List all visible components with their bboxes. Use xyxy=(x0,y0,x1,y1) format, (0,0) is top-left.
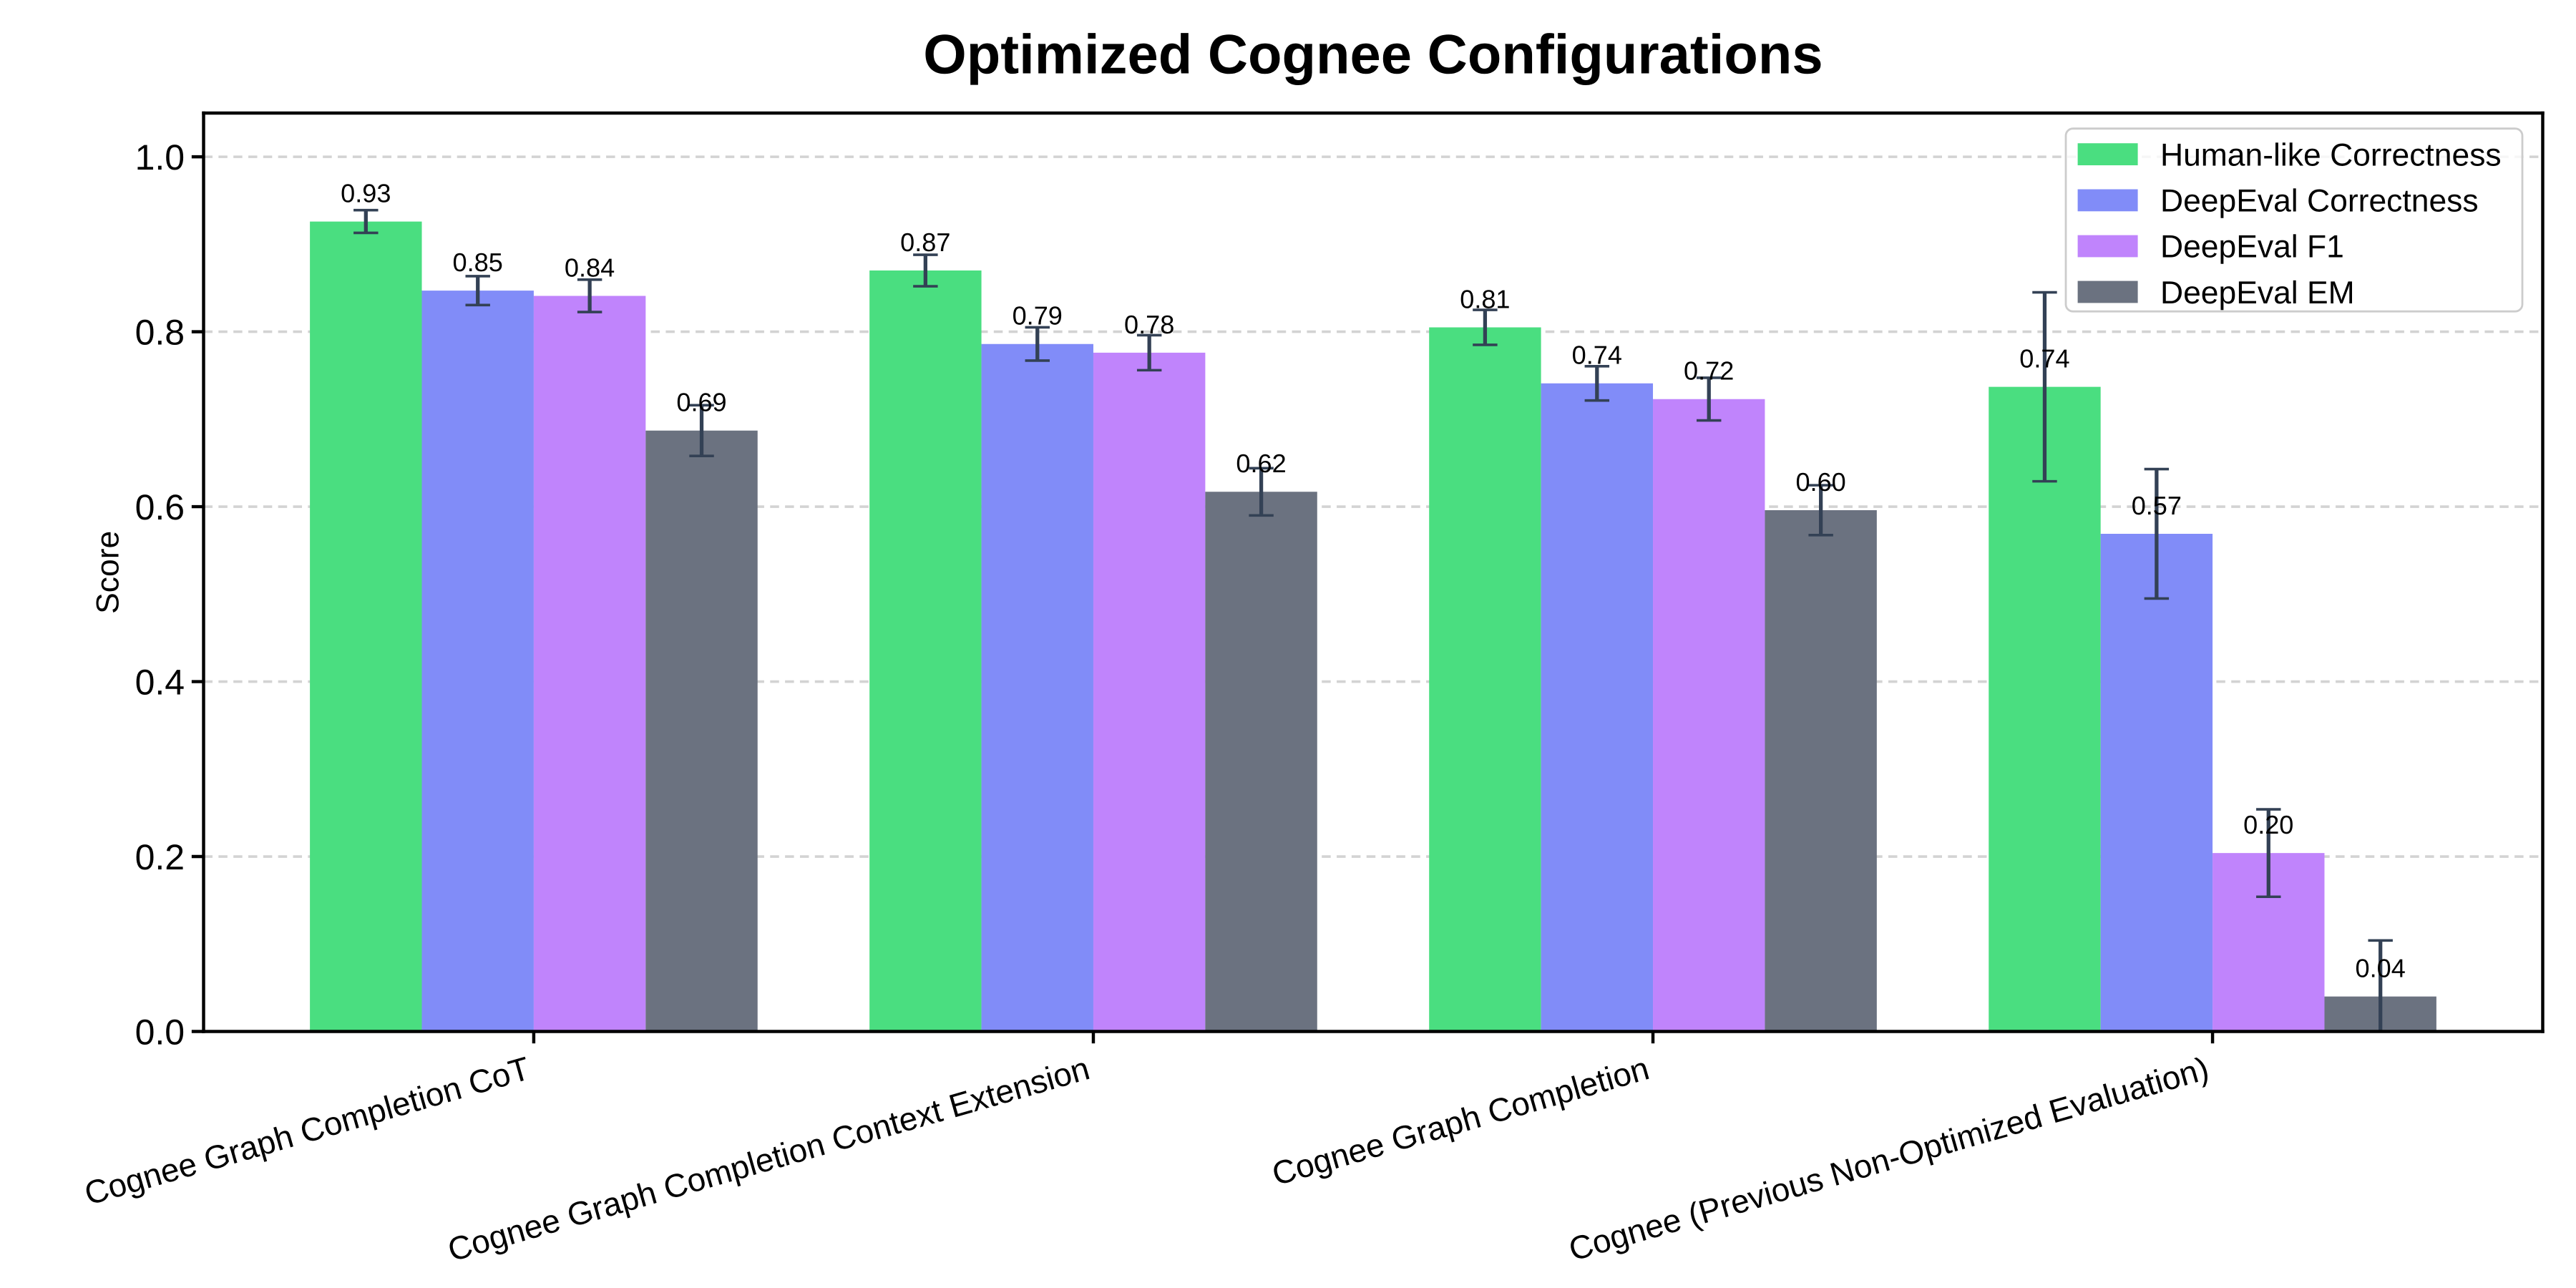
svg-text:0.62: 0.62 xyxy=(1236,449,1286,479)
svg-text:0.85: 0.85 xyxy=(453,248,503,278)
svg-text:0.72: 0.72 xyxy=(1684,356,1734,386)
svg-text:1.0: 1.0 xyxy=(135,138,185,178)
svg-text:DeepEval Correctness: DeepEval Correctness xyxy=(2160,185,2479,219)
svg-text:0.60: 0.60 xyxy=(1795,467,1845,497)
svg-text:0.93: 0.93 xyxy=(341,178,391,208)
svg-text:0.8: 0.8 xyxy=(135,313,185,353)
svg-text:0.87: 0.87 xyxy=(900,228,950,258)
svg-text:0.74: 0.74 xyxy=(2019,343,2069,374)
svg-text:0.79: 0.79 xyxy=(1013,301,1063,331)
svg-text:Score: Score xyxy=(92,530,126,613)
svg-text:0.78: 0.78 xyxy=(1124,310,1174,340)
svg-text:0.04: 0.04 xyxy=(2356,953,2406,983)
svg-text:0.84: 0.84 xyxy=(565,253,615,283)
svg-text:0.81: 0.81 xyxy=(1460,284,1510,314)
svg-text:0.6: 0.6 xyxy=(135,488,185,528)
svg-text:0.4: 0.4 xyxy=(135,663,185,703)
svg-text:0.69: 0.69 xyxy=(676,387,726,417)
svg-text:0.57: 0.57 xyxy=(2132,491,2182,521)
svg-text:0.0: 0.0 xyxy=(135,1013,185,1053)
svg-text:Human-like Correctness: Human-like Correctness xyxy=(2160,140,2502,173)
svg-text:0.2: 0.2 xyxy=(135,838,185,878)
svg-text:DeepEval EM: DeepEval EM xyxy=(2160,278,2355,311)
svg-text:0.74: 0.74 xyxy=(1572,340,1622,370)
svg-text:DeepEval F1: DeepEval F1 xyxy=(2160,232,2344,265)
svg-text:Optimized Cognee Configuration: Optimized Cognee Configurations xyxy=(923,24,1823,85)
svg-text:0.20: 0.20 xyxy=(2243,810,2293,840)
